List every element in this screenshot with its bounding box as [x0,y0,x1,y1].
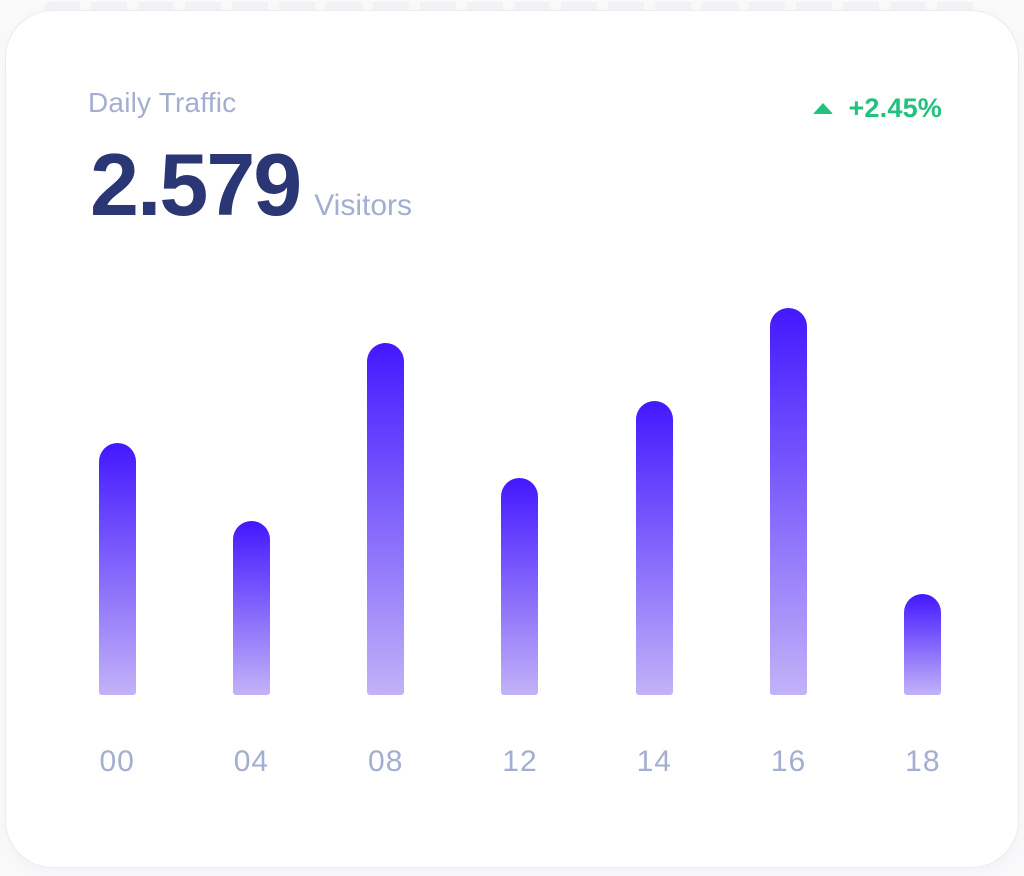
bar-column [319,308,453,695]
x-axis-label: 18 [905,745,941,778]
bar-column [721,308,855,695]
traffic-bar-08[interactable] [367,343,405,695]
visitors-unit-label: Visitors [314,189,413,222]
traffic-bar-18[interactable] [904,594,942,695]
traffic-bar-00[interactable] [98,443,136,695]
daily-traffic-card: Daily Traffic 2.579 Visitors +2.45% 00 04… [5,10,1019,868]
traffic-bar-14[interactable] [635,401,673,695]
x-axis-label: 08 [368,745,404,778]
card-title: Daily Traffic [88,87,237,118]
x-axis-label: 16 [770,745,807,778]
x-axis-label: 14 [636,745,672,778]
x-axis-label: 00 [99,745,135,778]
triangle-up-icon [813,103,834,114]
bar-chart [50,308,990,695]
bar-column [184,308,318,695]
bar-column [453,308,587,695]
bar-column [587,308,721,695]
x-axis-label: 04 [233,745,270,778]
delta-badge: +2.45% [813,93,942,124]
delta-percentage: +2.45% [848,93,942,123]
visitors-value-row: 2.579 Visitors [90,139,412,231]
bar-column [856,308,990,695]
x-axis-labels: 00 04 08 12 14 16 18 [50,744,990,780]
visitors-count: 2.579 [90,135,302,234]
traffic-bar-12[interactable] [501,478,539,695]
x-axis-label: 12 [502,745,538,778]
traffic-bar-04[interactable] [232,521,270,695]
traffic-bar-16[interactable] [770,308,808,695]
bar-column [50,308,184,695]
